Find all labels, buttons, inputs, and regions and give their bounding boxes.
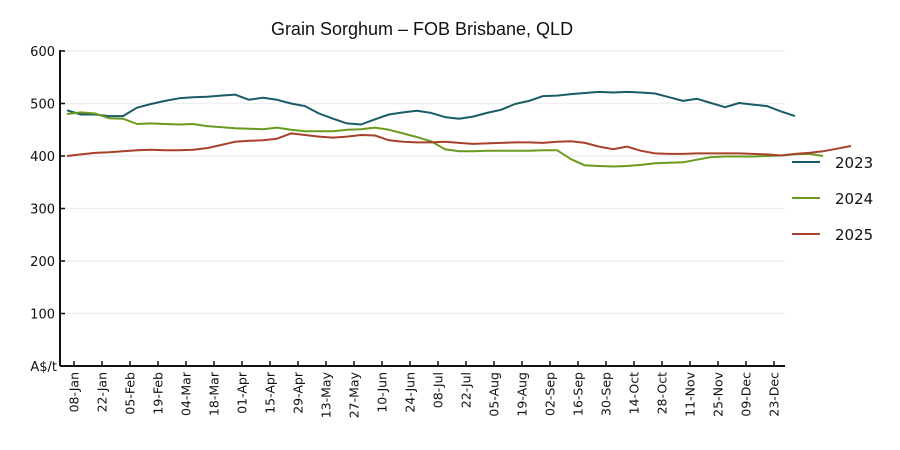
y-axis-unit-label: A$/t	[30, 360, 57, 375]
x-tick-label: 13-May	[319, 371, 334, 418]
x-tick-label: 24-Jun	[403, 372, 418, 413]
x-tick-label: 05-Aug	[487, 372, 502, 417]
x-tick-label: 25-Nov	[711, 371, 726, 416]
x-tick-label: 14-Oct	[627, 372, 642, 414]
y-tick-label: 300	[30, 203, 55, 218]
series-line-2025	[66, 132, 852, 157]
x-tick-label: 27-May	[347, 371, 362, 418]
legend-item-2025: 2025	[792, 226, 873, 244]
y-tick-label: 500	[30, 98, 55, 113]
x-tick-label: 05-Feb	[123, 372, 138, 415]
y-tick-label: 100	[30, 308, 55, 323]
x-tick-label: 09-Dec	[739, 372, 754, 417]
x-tick-label: 08-Jul	[431, 372, 446, 408]
y-tick-label: 400	[30, 150, 55, 165]
x-tick-label: 10-Jun	[375, 372, 390, 413]
x-tick-label: 15-Apr	[263, 371, 278, 414]
legend-item-2023: 2023	[792, 154, 873, 172]
x-tick-label: 18-Mar	[207, 371, 222, 416]
x-tick-label: 22-Jul	[459, 372, 474, 408]
x-tick-label: 29-Apr	[291, 371, 306, 414]
x-tick-label: 08-Jan	[67, 372, 82, 412]
legend: 2023 2024 2025	[792, 154, 873, 244]
x-tick-label: 16-Sep	[571, 372, 586, 416]
legend-label: 2025	[835, 226, 873, 244]
legend-item-2024: 2024	[792, 190, 873, 208]
x-tick-label: 22-Jan	[95, 372, 110, 412]
legend-label: 2024	[835, 190, 873, 208]
x-axis-ticks: 08-Jan 22-Jan 05-Feb 19-Feb 04-Mar 18-Mar 01-A…	[67, 361, 782, 418]
x-tick-label: 19-Feb	[151, 372, 166, 415]
x-tick-label: 30-Sep	[599, 372, 614, 416]
legend-label: 2023	[835, 154, 873, 172]
x-tick-label: 23-Dec	[767, 372, 782, 417]
gridlines	[60, 50, 785, 315]
y-tick-label: 600	[30, 45, 55, 60]
x-tick-label: 11-Nov	[683, 371, 698, 416]
x-tick-label: 01-Apr	[235, 371, 250, 414]
chart-title: Grain Sorghum – FOB Brisbane, QLD	[271, 19, 573, 39]
y-axis-ticks: 600 500 400 300 200 100	[30, 45, 65, 323]
x-tick-label: 28-Oct	[655, 372, 670, 414]
x-tick-label: 04-Mar	[179, 371, 194, 416]
series-line-2023	[66, 90, 796, 126]
y-tick-label: 200	[30, 255, 55, 270]
x-tick-label: 19-Aug	[515, 372, 530, 417]
series-line-2024	[66, 111, 824, 168]
series-lines	[66, 90, 852, 168]
x-tick-label: 02-Sep	[543, 372, 558, 416]
